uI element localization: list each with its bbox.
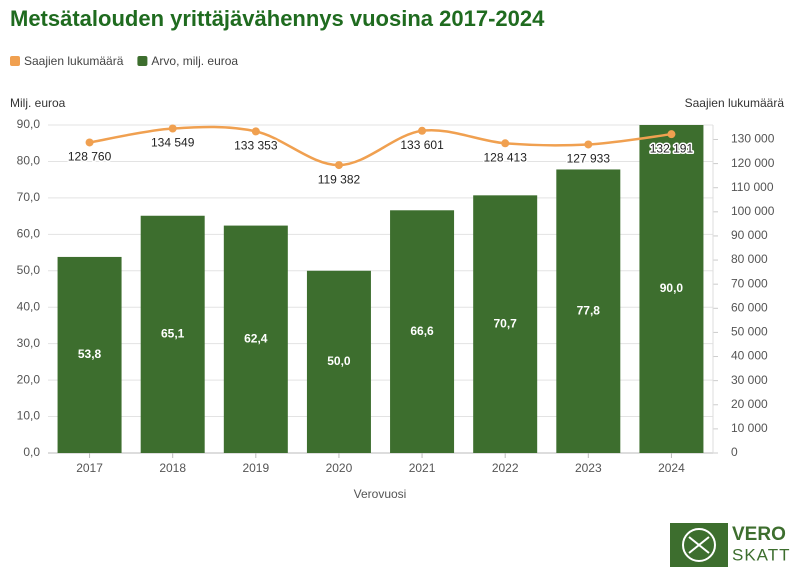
line-marker xyxy=(334,161,343,170)
bar-value-label: 77,8 xyxy=(577,303,601,317)
bar xyxy=(223,225,288,453)
x-axis-title: Verovuosi xyxy=(354,487,407,501)
legend-label: Arvo, milj. euroa xyxy=(151,54,238,68)
logo-text: VERO xyxy=(732,524,786,545)
y-axis-title: Milj. euroa xyxy=(10,96,66,110)
bar-value-label: 62,4 xyxy=(244,331,268,345)
bar xyxy=(140,215,205,453)
logo: VERO SKATT xyxy=(670,523,791,567)
bar xyxy=(390,210,455,453)
x-tick-label: 2020 xyxy=(326,461,353,475)
y-tick-label: 0,0 xyxy=(23,445,40,459)
y2-tick-label: 100 000 xyxy=(731,204,775,218)
bar-value-label: 90,0 xyxy=(660,281,684,295)
line-value-label: 133 601 xyxy=(400,138,444,152)
y-tick-label: 20,0 xyxy=(17,372,41,386)
y-tick-label: 90,0 xyxy=(17,117,41,131)
line-value-label: 132 191 xyxy=(650,141,694,155)
bar-value-label: 50,0 xyxy=(327,354,351,368)
x-tick-label: 2018 xyxy=(159,461,186,475)
y2-axis-title: Saajien lukumäärä xyxy=(685,96,785,110)
line-marker xyxy=(584,140,593,149)
bar xyxy=(57,256,122,453)
line-marker xyxy=(251,127,260,136)
bar-value-label: 66,6 xyxy=(410,324,434,338)
y2-tick-label: 120 000 xyxy=(731,156,775,170)
line-marker xyxy=(667,130,676,139)
line-value-label: 128 760 xyxy=(68,150,112,164)
y2-tick-label: 0 xyxy=(731,445,738,459)
y-tick-label: 50,0 xyxy=(17,263,41,277)
line-value-label: 134 549 xyxy=(151,136,195,150)
line-value-label: 119 382 xyxy=(318,172,361,186)
logo-emblem xyxy=(682,528,716,562)
y2-tick-label: 40 000 xyxy=(731,349,768,363)
line-marker xyxy=(168,124,177,133)
bar xyxy=(639,125,704,453)
y2-tick-label: 10 000 xyxy=(731,421,768,435)
logo-text: SKATT xyxy=(732,545,791,564)
y2-tick-label: 60 000 xyxy=(731,300,768,314)
line-value-label: 128 413 xyxy=(483,150,527,164)
y2-tick-label: 110 000 xyxy=(731,180,774,194)
legend-swatch xyxy=(137,56,148,66)
line-marker xyxy=(501,139,510,148)
x-tick-label: 2024 xyxy=(658,461,685,475)
line-marker xyxy=(418,126,427,135)
bar-value-label: 65,1 xyxy=(161,327,185,341)
bar xyxy=(556,169,621,453)
x-tick-label: 2017 xyxy=(76,461,103,475)
bar xyxy=(473,195,538,454)
line-marker xyxy=(85,138,94,147)
y-tick-label: 60,0 xyxy=(17,227,41,241)
y-tick-label: 40,0 xyxy=(17,299,41,313)
y-tick-label: 10,0 xyxy=(17,409,41,423)
x-tick-label: 2023 xyxy=(575,461,602,475)
legend-swatch xyxy=(10,56,20,66)
y-tick-label: 30,0 xyxy=(17,336,41,350)
line xyxy=(89,125,672,167)
line-value-label: 127 933 xyxy=(567,152,611,166)
y2-tick-label: 70 000 xyxy=(731,276,768,290)
y2-tick-label: 80 000 xyxy=(731,252,768,266)
x-tick-label: 2019 xyxy=(242,461,269,475)
bar xyxy=(306,270,371,453)
bar-value-label: 70,7 xyxy=(494,316,518,330)
line-value-label: 133 353 xyxy=(234,139,278,153)
y2-tick-label: 130 000 xyxy=(731,132,775,146)
y-tick-label: 80,0 xyxy=(17,154,41,168)
bar-value-label: 53,8 xyxy=(78,347,102,361)
y2-tick-label: 30 000 xyxy=(731,373,768,387)
x-tick-label: 2021 xyxy=(409,461,436,475)
y-tick-label: 70,0 xyxy=(17,190,41,204)
x-tick-label: 2022 xyxy=(492,461,519,475)
legend-label: Saajien lukumäärä xyxy=(24,54,124,68)
chart-title: Metsätalouden yrittäjävähennys vuosina 2… xyxy=(10,6,545,31)
y2-tick-label: 50 000 xyxy=(731,325,768,339)
logo-emblem-mark xyxy=(688,536,710,554)
y2-tick-label: 90 000 xyxy=(731,228,768,242)
y2-tick-label: 20 000 xyxy=(731,397,768,411)
